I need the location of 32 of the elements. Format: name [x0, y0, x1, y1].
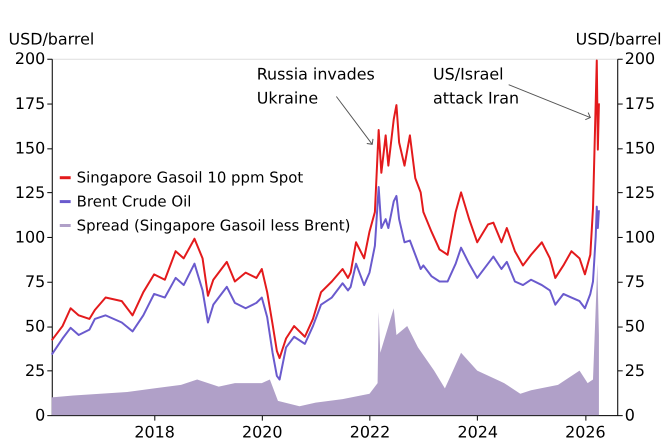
- y-tick-label: 175: [14, 94, 46, 113]
- y-tick-label: 125: [14, 182, 46, 202]
- y2-tick-label: 50: [624, 316, 645, 336]
- y-tick-label: 25: [25, 361, 46, 380]
- annotation: US/Israel attack Iran: [433, 64, 520, 108]
- x-tick-label: 2022: [350, 422, 390, 442]
- line-series: [50, 186, 600, 380]
- y2-tick-label: 200: [624, 49, 656, 68]
- y2-tick-label: 100: [624, 227, 656, 246]
- annotation: Russia invades Ukraine: [256, 64, 375, 108]
- y2-axis-title: USD/barrel: [576, 29, 662, 48]
- y-tick-label: 75: [25, 272, 46, 291]
- y-tick-label: 0: [35, 406, 46, 425]
- x-tick-label: 2020: [242, 422, 283, 442]
- y2-tick-label: 75: [624, 272, 645, 291]
- x-tick-label: 2018: [134, 422, 175, 442]
- y-tick-label: 50: [25, 316, 46, 336]
- y-tick-label: 150: [14, 138, 46, 158]
- y2-tick-label: 150: [624, 138, 656, 158]
- line-series: [50, 60, 600, 360]
- x-tick-label: 2024: [457, 422, 498, 442]
- x-tick-label: 2026: [565, 422, 606, 442]
- y2-tick-label: 175: [624, 94, 656, 113]
- legend-label: Singapore Gasoil 10 ppm Spot: [76, 168, 304, 187]
- legend-label: Spread (Singapore Gasoil less Brent): [76, 216, 350, 234]
- y2-tick-label: 25: [624, 361, 645, 380]
- legend-label: Brent Crude Oil: [76, 192, 192, 211]
- y-tick-label: 200: [14, 49, 46, 68]
- y-tick-label: 100: [14, 227, 46, 246]
- y2-tick-label: 0: [624, 406, 635, 425]
- y2-tick-label: 125: [624, 182, 656, 202]
- y-axis-title: USD/barrel: [8, 29, 94, 48]
